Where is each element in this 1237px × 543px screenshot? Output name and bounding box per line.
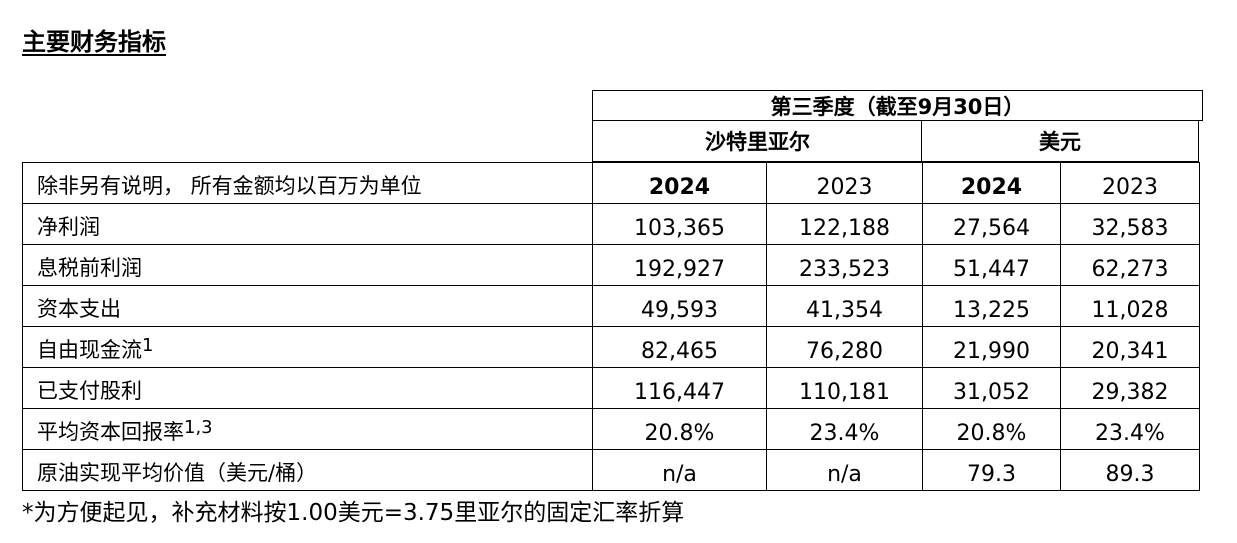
row-label-text: 平均资本回报率 xyxy=(37,420,184,444)
table-cell: 13,225 xyxy=(922,285,1061,327)
row-label: 原油实现平均价值（美元/桶） xyxy=(22,449,593,491)
table-cell: 76,280 xyxy=(766,326,923,368)
financial-metrics-table: 除非另有说明， 所有金额均以百万为单位 2024 2023 2024 2023 … xyxy=(22,162,1200,491)
year-header-usd-2023: 2023 xyxy=(1060,162,1200,204)
row-label: 自由现金流1 xyxy=(22,326,593,368)
table-row: 平均资本回报率1,3 20.8% 23.4% 20.8% 23.4% xyxy=(22,408,1200,450)
table-cell: 233,523 xyxy=(766,244,923,286)
table-row: 原油实现平均价值（美元/桶） n/a n/a 79.3 89.3 xyxy=(22,449,1200,491)
exchange-rate-footnote: *为方便起见，补充材料按1.00美元=3.75里亚尔的固定汇率折算 xyxy=(22,500,685,526)
row-label-text: 资本支出 xyxy=(37,297,121,321)
unit-note: 除非另有说明， 所有金额均以百万为单位 xyxy=(22,162,593,204)
row-label-text: 原油实现平均价值（美元/桶） xyxy=(37,461,318,485)
table-cell: 41,354 xyxy=(766,285,923,327)
row-label-text: 净利润 xyxy=(37,215,100,239)
table-cell: n/a xyxy=(592,449,767,491)
table-cell: 49,593 xyxy=(592,285,767,327)
table-cell: 32,583 xyxy=(1060,203,1200,245)
table-cell: 89.3 xyxy=(1060,449,1200,491)
table-cell: 122,188 xyxy=(766,203,923,245)
period-header: 第三季度（截至9月30日） xyxy=(592,90,1203,121)
table-cell: 79.3 xyxy=(922,449,1061,491)
row-label: 息税前利润 xyxy=(22,244,593,286)
table-cell: 31,052 xyxy=(922,367,1061,409)
page-title: 主要财务指标 xyxy=(22,28,166,56)
table-row: 息税前利润 192,927 233,523 51,447 62,273 xyxy=(22,244,1200,286)
year-header-riyal-2023: 2023 xyxy=(766,162,923,204)
table-cell: 23.4% xyxy=(766,408,923,450)
row-label: 净利润 xyxy=(22,203,593,245)
table-cell: 110,181 xyxy=(766,367,923,409)
table-cell: 27,564 xyxy=(922,203,1061,245)
table-cell: 21,990 xyxy=(922,326,1061,368)
row-label: 平均资本回报率1,3 xyxy=(22,408,593,450)
riyal-currency-header: 沙特里亚尔 xyxy=(592,120,922,162)
footnote-marker: 1,3 xyxy=(184,417,213,438)
table-cell: n/a xyxy=(766,449,923,491)
table-cell: 20.8% xyxy=(592,408,767,450)
table-header-row: 除非另有说明， 所有金额均以百万为单位 2024 2023 2024 2023 xyxy=(22,162,1200,204)
table-cell: 51,447 xyxy=(922,244,1061,286)
footnote-marker: 1 xyxy=(142,335,154,356)
table-row: 已支付股利 116,447 110,181 31,052 29,382 xyxy=(22,367,1200,409)
table-cell: 11,028 xyxy=(1060,285,1200,327)
row-label-text: 已支付股利 xyxy=(37,379,142,403)
table-cell: 116,447 xyxy=(592,367,767,409)
table-cell: 20.8% xyxy=(922,408,1061,450)
table-row: 资本支出 49,593 41,354 13,225 11,028 xyxy=(22,285,1200,327)
table-cell: 29,382 xyxy=(1060,367,1200,409)
row-label: 资本支出 xyxy=(22,285,593,327)
row-label-text: 息税前利润 xyxy=(37,256,142,280)
table-cell: 192,927 xyxy=(592,244,767,286)
row-label: 已支付股利 xyxy=(22,367,593,409)
table-cell: 62,273 xyxy=(1060,244,1200,286)
table-cell: 103,365 xyxy=(592,203,767,245)
table-cell: 23.4% xyxy=(1060,408,1200,450)
table-cell: 20,341 xyxy=(1060,326,1200,368)
table-cell: 82,465 xyxy=(592,326,767,368)
usd-currency-header: 美元 xyxy=(921,120,1199,162)
row-label-text: 自由现金流 xyxy=(37,338,142,362)
table-row: 自由现金流1 82,465 76,280 21,990 20,341 xyxy=(22,326,1200,368)
year-header-usd-2024: 2024 xyxy=(922,162,1061,204)
year-header-riyal-2024: 2024 xyxy=(592,162,767,204)
table-row: 净利润 103,365 122,188 27,564 32,583 xyxy=(22,203,1200,245)
